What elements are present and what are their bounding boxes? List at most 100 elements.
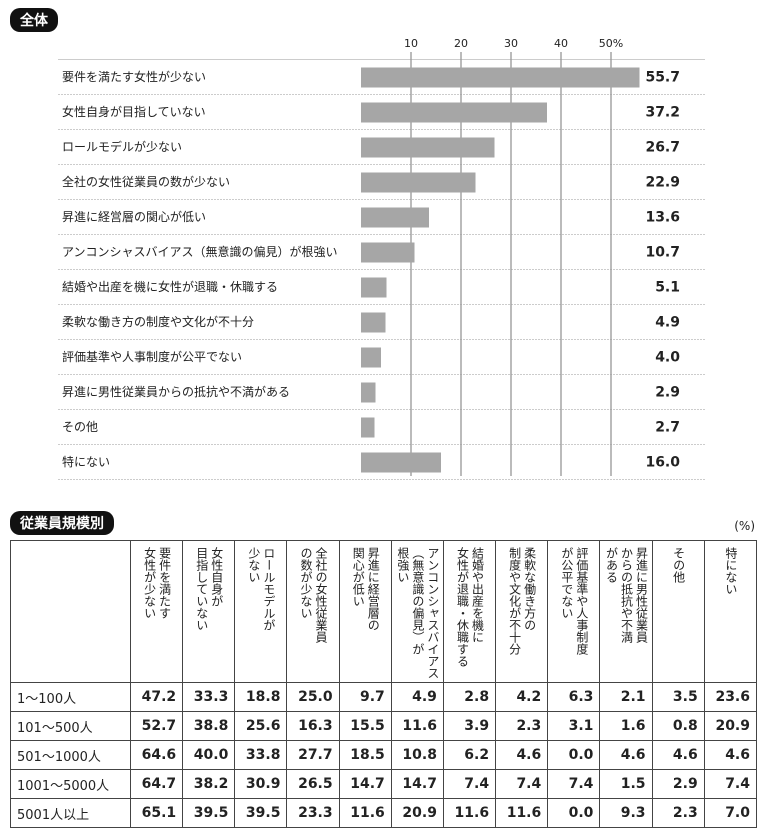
table-title: 従業員規模別 — [10, 511, 114, 535]
column-header: その他 — [651, 540, 705, 683]
cell-value: 7.4 — [442, 769, 497, 799]
header-line: 関心が低い — [351, 547, 366, 607]
column-header: 女性自身が 目指していない — [182, 540, 236, 683]
header-text: 柔軟な働き方の 制度や文化が不十分 — [507, 541, 537, 655]
cell-value: 7.4 — [703, 769, 758, 799]
table-row: 101～500人 52.7 38.8 25.6 16.3 15.5 11.6 3.9 2.3 3.… — [10, 711, 758, 741]
table-unit: (%) — [734, 519, 755, 533]
header-line: 昇進に経営層の — [366, 547, 381, 631]
x-tick-label: 10 — [404, 37, 418, 50]
cell-value: 39.5 — [182, 798, 236, 828]
table-row: 5001人以上 65.1 39.5 39.5 23.3 11.6 20.9 11.6 11.6 0… — [10, 798, 758, 828]
column-header: 全社の女性従業員 の数が少ない — [286, 540, 340, 683]
value-label: 5.1 — [655, 280, 680, 296]
x-tick-label: 50% — [599, 37, 623, 50]
cell-value: 0.8 — [651, 711, 705, 741]
header-line: 評価基準や人事制度 — [574, 547, 589, 655]
cell-value: 27.7 — [286, 740, 340, 770]
cell-value: 18.8 — [234, 682, 288, 712]
value-label: 26.7 — [645, 140, 680, 156]
header-text: 昇進に経営層の 関心が低い — [350, 541, 380, 631]
value-label: 4.0 — [655, 350, 680, 366]
column-header: 結婚や出産を機に 女性が退職・休職する — [442, 540, 497, 683]
table-row: 501～1000人 64.6 40.0 33.8 27.7 18.5 10.8 6.2 4.6 0… — [10, 740, 758, 770]
cell-value: 2.8 — [442, 682, 497, 712]
header-text: ロールモデルが 少ない — [246, 541, 276, 631]
bar — [361, 242, 415, 263]
cell-value: 7.4 — [547, 769, 601, 799]
category-label: 女性自身が目指していない — [62, 104, 206, 119]
bar — [361, 417, 375, 438]
cell-value: 2.3 — [495, 711, 549, 741]
header-line: （無意識の偏見）が — [410, 547, 425, 655]
cell-value: 39.5 — [234, 798, 288, 828]
cell-value: 47.2 — [129, 682, 184, 712]
bar — [361, 172, 476, 193]
cell-value: 2.3 — [651, 798, 705, 828]
header-line: が公平でない — [559, 547, 574, 619]
row-label: 1～100人 — [10, 682, 131, 712]
bar — [361, 382, 376, 403]
header-line: 全社の女性従業員 — [314, 547, 329, 643]
category-label: 昇進に男性従業員からの抵抗や不満がある — [62, 384, 290, 399]
cell-value: 4.6 — [703, 740, 758, 770]
table-row: 1001～5000人 64.7 38.2 30.9 26.5 14.7 14.7 7.4 7.4… — [10, 769, 758, 799]
category-label: ロールモデルが少ない — [62, 139, 182, 154]
cell-value: 2.1 — [599, 682, 653, 712]
cell-value: 38.8 — [182, 711, 236, 741]
header-corner — [10, 540, 131, 683]
category-label: 要件を満たす女性が少ない — [62, 69, 206, 84]
header-line: 制度や文化が不十分 — [507, 547, 522, 655]
header-line: 少ない — [246, 547, 261, 583]
cell-value: 64.6 — [129, 740, 184, 770]
cell-value: 20.9 — [703, 711, 758, 741]
cell-value: 6.3 — [547, 682, 601, 712]
header-line: からの抵抗や不満 — [619, 547, 634, 643]
header-line: がある — [604, 547, 619, 583]
cell-value: 25.6 — [234, 711, 288, 741]
cell-value: 40.0 — [182, 740, 236, 770]
column-header: ロールモデルが 少ない — [234, 540, 288, 683]
header-text: 結婚や出産を機に 女性が退職・休職する — [455, 541, 485, 667]
column-header: 評価基準や人事制度 が公平でない — [547, 540, 601, 683]
x-tick-label: 30 — [504, 37, 518, 50]
column-header: 昇進に経営層の 関心が低い — [338, 540, 392, 683]
header-line: 女性自身が — [209, 547, 224, 607]
cell-value: 7.4 — [495, 769, 549, 799]
cell-value: 30.9 — [234, 769, 288, 799]
cell-value: 20.9 — [390, 798, 444, 828]
bar — [361, 137, 495, 158]
header-line: 女性が少ない — [142, 547, 157, 619]
header-line: 根強い — [395, 547, 410, 583]
cell-value: 2.9 — [651, 769, 705, 799]
header-row: 要件を満たす 女性が少ない 女性自身が 目指していない ロールモデルが 少ない 全社の女性従… — [10, 540, 758, 683]
header-text: 全社の女性従業員 の数が少ない — [298, 541, 328, 643]
bar — [361, 277, 387, 298]
value-label: 2.9 — [655, 385, 680, 401]
cell-value: 23.3 — [286, 798, 340, 828]
chart-title: 全体 — [10, 8, 58, 32]
cell-value: 11.6 — [390, 711, 444, 741]
cell-value: 7.0 — [703, 798, 758, 828]
category-label: 昇進に経営層の関心が低い — [62, 209, 206, 224]
header-line: の数が少ない — [299, 547, 314, 619]
cell-value: 3.9 — [442, 711, 497, 741]
bar — [361, 347, 381, 368]
cell-value: 33.8 — [234, 740, 288, 770]
category-label: アンコンシャスバイアス（無意識の偏見）が根強い — [62, 244, 338, 259]
cell-value: 0.0 — [547, 798, 601, 828]
cell-value: 16.3 — [286, 711, 340, 741]
cell-value: 25.0 — [286, 682, 340, 712]
column-header: 柔軟な働き方の 制度や文化が不十分 — [495, 540, 549, 683]
value-label: 2.7 — [655, 420, 680, 436]
header-line: 要件を満たす — [157, 547, 172, 619]
table-row: 1～100人 47.2 33.3 18.8 25.0 9.7 4.9 2.8 4.2 6.3 2.1… — [10, 682, 758, 712]
cell-value: 1.6 — [599, 711, 653, 741]
header-line: その他 — [671, 547, 686, 583]
cell-value: 0.0 — [547, 740, 601, 770]
cell-value: 1.5 — [599, 769, 653, 799]
header-line: 結婚や出産を機に — [470, 547, 485, 643]
category-label: 結婚や出産を機に女性が退職・休職する — [62, 279, 278, 294]
cell-value: 11.6 — [338, 798, 392, 828]
